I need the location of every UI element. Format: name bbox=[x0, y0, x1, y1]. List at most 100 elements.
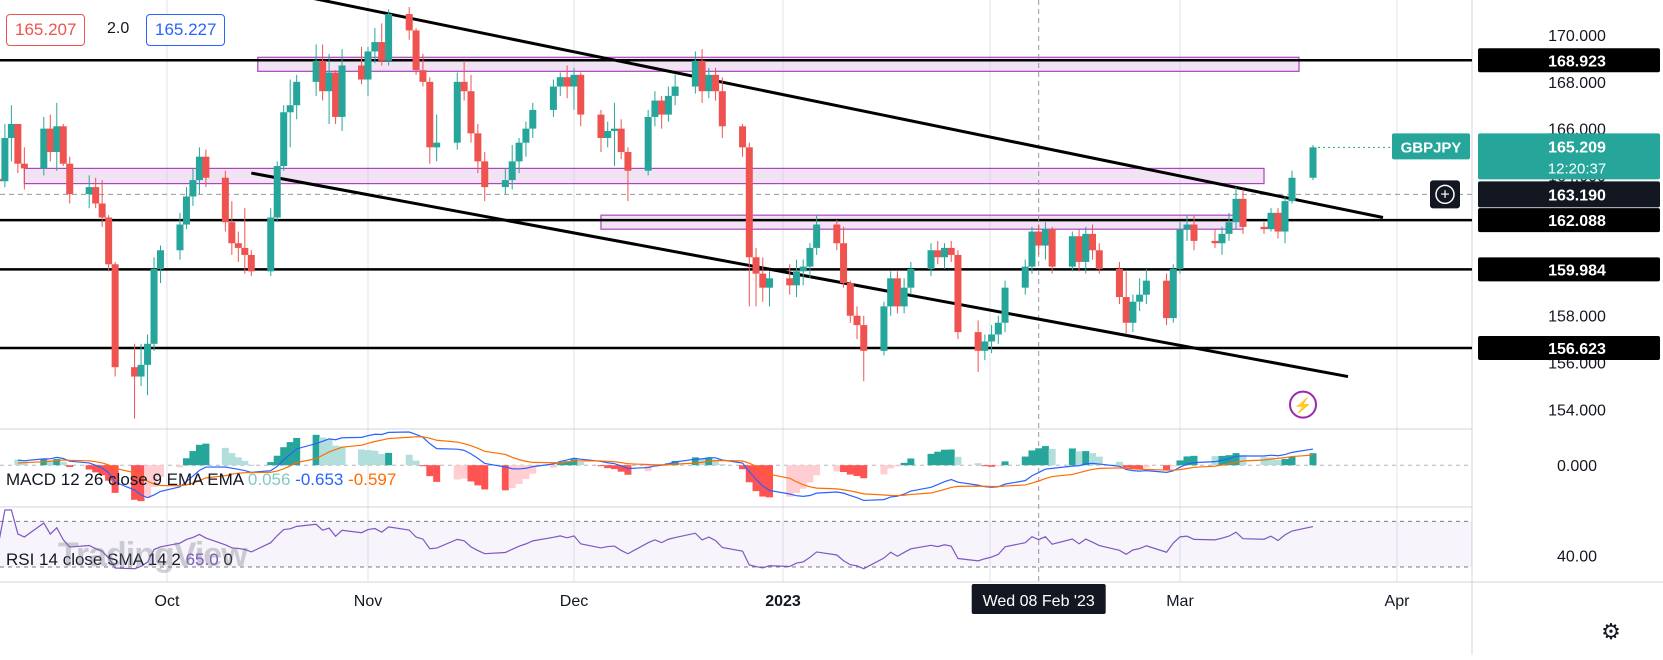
spread-value: 2.0 bbox=[107, 14, 130, 44]
macd-hist-bar bbox=[1075, 451, 1083, 466]
macd-hist-bar bbox=[182, 458, 190, 466]
rsi-legend-value: 65.0 bbox=[185, 550, 219, 569]
candle-body bbox=[900, 287, 908, 307]
level-price-label: 159.984 bbox=[1548, 262, 1606, 279]
macd-hist-bar bbox=[364, 450, 372, 466]
candle-body bbox=[698, 60, 706, 92]
macd-hist-bar bbox=[947, 449, 955, 466]
rsi-band bbox=[0, 521, 1472, 568]
macd-line bbox=[17, 431, 1314, 502]
candle-body bbox=[433, 142, 441, 148]
crosshair-date-label: Wed 08 Feb '23 bbox=[983, 593, 1095, 610]
macd-hist-bar bbox=[176, 465, 184, 468]
candle-body bbox=[508, 161, 516, 181]
macd-hist-bar bbox=[202, 443, 210, 466]
rsi-legend[interactable]: RSI 14 close SMA 14 2 65.0 0 bbox=[6, 550, 233, 570]
ask-price-badge[interactable]: 165.227 bbox=[146, 14, 226, 46]
macd-hist-bar bbox=[280, 447, 288, 466]
candle-body bbox=[111, 264, 119, 368]
candle-body bbox=[1218, 233, 1226, 244]
crosshair-price-label: 163.190 bbox=[1548, 187, 1606, 204]
macd-hist-bar bbox=[92, 465, 100, 473]
macd-hist-bar bbox=[241, 460, 249, 466]
rsi-line bbox=[0, 509, 1314, 570]
macd-hist-bar bbox=[426, 465, 434, 477]
bid-price-badge[interactable]: 165.207 bbox=[6, 14, 86, 46]
macd-hist-bar bbox=[1225, 455, 1233, 466]
candle-body bbox=[556, 77, 564, 87]
gear-icon[interactable]: ⚙ bbox=[1601, 619, 1621, 644]
candle-body bbox=[752, 257, 760, 274]
macd-hist-bar bbox=[563, 461, 571, 466]
candle-body bbox=[419, 70, 427, 82]
macd-hist-bar bbox=[597, 465, 605, 467]
candle-body bbox=[332, 72, 340, 117]
macd-legend-signal: -0.597 bbox=[348, 470, 397, 489]
last-price-label: 165.209 bbox=[1548, 139, 1606, 156]
candle-body bbox=[563, 77, 571, 87]
macd-legend-macd: -0.653 bbox=[295, 470, 344, 489]
macd-hist-bar bbox=[1239, 455, 1247, 466]
candle-body bbox=[247, 254, 255, 272]
level-price-label: 162.088 bbox=[1548, 213, 1606, 230]
trendline bbox=[313, 0, 1384, 219]
macd-hist-bar bbox=[1260, 457, 1268, 466]
tradingview-watermark: TradingView bbox=[58, 536, 248, 574]
candle-body bbox=[846, 282, 854, 316]
price-tick-label: 170.000 bbox=[1548, 28, 1606, 45]
macd-hist-bar bbox=[860, 465, 868, 479]
macd-hist-bar bbox=[887, 465, 895, 469]
candle-body bbox=[202, 156, 210, 178]
macd-hist-bar bbox=[671, 460, 679, 466]
candle-body bbox=[1281, 201, 1289, 232]
candle-body bbox=[228, 222, 236, 244]
candle-body bbox=[934, 250, 942, 258]
candle-body bbox=[1089, 233, 1097, 251]
candle-body bbox=[338, 65, 346, 117]
candle-body bbox=[1122, 297, 1130, 323]
macd-tick-label: 0.000 bbox=[1557, 458, 1597, 475]
macd-hist-bar bbox=[338, 446, 346, 466]
candle-body bbox=[474, 133, 482, 162]
macd-hist-bar bbox=[332, 445, 340, 466]
candle-body bbox=[189, 180, 197, 197]
macd-hist-bar bbox=[994, 465, 1002, 467]
candle-body bbox=[312, 60, 320, 82]
macd-hist-bar bbox=[319, 437, 327, 466]
macd-legend[interactable]: MACD 12 26 close 9 EMA EMA 0.056 -0.653 … bbox=[6, 470, 396, 490]
add-alert-button[interactable] bbox=[1430, 180, 1460, 209]
macd-hist-bar bbox=[610, 465, 618, 470]
candle-body bbox=[671, 86, 679, 96]
candle-body bbox=[840, 243, 848, 283]
level-price-label: 156.623 bbox=[1548, 341, 1606, 358]
time-tick-label: Nov bbox=[354, 593, 382, 610]
macd-hist-bar bbox=[718, 464, 726, 466]
candle-body bbox=[994, 322, 1002, 335]
candle-body bbox=[739, 126, 747, 148]
candle-body bbox=[644, 116, 652, 171]
macd-hist-bar bbox=[745, 465, 753, 483]
macd-hist-bar bbox=[59, 462, 67, 466]
macd-hist-bar bbox=[1095, 456, 1103, 466]
zone-rectangle bbox=[23, 167, 1265, 185]
macd-hist-bar bbox=[840, 465, 848, 472]
macd-hist-bar bbox=[1142, 465, 1150, 468]
symbol-label: GBPJPY bbox=[1401, 139, 1462, 156]
candle-body bbox=[833, 224, 841, 244]
macd-hist-bar bbox=[20, 461, 28, 466]
macd-hist-bar bbox=[988, 465, 996, 467]
macd-hist-bar bbox=[157, 465, 165, 478]
candle-body bbox=[1021, 266, 1029, 288]
candle-body bbox=[806, 247, 814, 267]
macd-signal-line bbox=[17, 436, 1314, 497]
macd-hist-bar bbox=[570, 459, 578, 466]
candle-body bbox=[412, 30, 420, 71]
candle-body bbox=[1169, 268, 1177, 319]
candle-body bbox=[853, 315, 861, 326]
candle-body bbox=[974, 332, 982, 351]
macd-hist-bar bbox=[1163, 465, 1171, 470]
candle-body bbox=[1225, 222, 1233, 234]
macd-hist-bar bbox=[691, 457, 699, 466]
